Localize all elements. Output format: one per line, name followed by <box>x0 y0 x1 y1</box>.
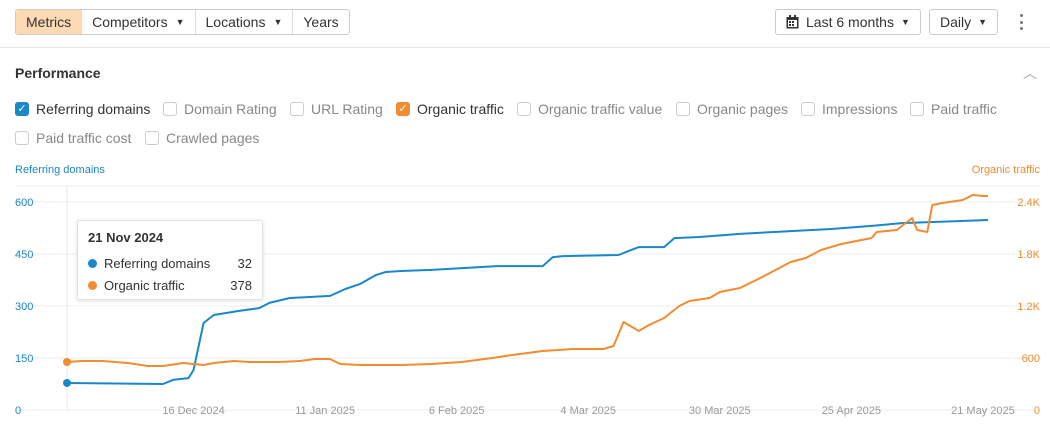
metric-checkbox-impressions[interactable]: Impressions <box>801 101 897 117</box>
series-line-referring-domains <box>66 219 989 385</box>
x-axis-tick: 30 Mar 2025 <box>689 405 751 417</box>
caret-down-icon: ▼ <box>273 17 283 27</box>
checkbox-icon[interactable] <box>910 102 924 116</box>
granularity-dropdown[interactable]: Daily ▼ <box>929 9 999 35</box>
x-axis-tick: 4 Mar 2025 <box>560 405 616 417</box>
tooltip-label: Referring domains <box>104 255 211 271</box>
hover-point <box>63 378 71 387</box>
divider <box>0 47 1050 48</box>
x-axis-tick: 11 Jan 2025 <box>295 405 355 417</box>
tab-competitors[interactable]: Competitors ▼ <box>82 10 196 34</box>
left-axis-tick: 300 <box>15 301 33 313</box>
tooltip-date: 21 Nov 2024 <box>88 230 164 245</box>
checkbox-icon[interactable] <box>801 102 815 116</box>
metric-label: Domain Rating <box>184 101 277 117</box>
tab-metrics[interactable]: Metrics <box>16 10 83 34</box>
metric-checkbox-referring-domains[interactable]: ✓ Referring domains <box>15 101 150 117</box>
metric-label: Paid traffic <box>931 101 997 117</box>
left-axis-tick: 150 <box>15 353 33 365</box>
left-axis-title: Referring domains <box>15 164 105 176</box>
series-dot-icon <box>88 258 97 268</box>
checkbox-icon[interactable] <box>15 131 29 145</box>
metric-label: Organic traffic value <box>538 101 663 117</box>
caret-down-icon: ▼ <box>978 17 988 27</box>
tooltip-row-referring-domains: Referring domains 32 <box>88 252 252 274</box>
section-title: Performance <box>15 65 101 81</box>
x-axis-tick: 16 Dec 2024 <box>162 405 224 417</box>
metric-checkbox-organic-pages[interactable]: Organic pages <box>676 101 788 117</box>
chart-tooltip: 21 Nov 2024 Referring domains 32 Organic … <box>77 220 263 300</box>
tab-locations[interactable]: Locations ▼ <box>196 10 294 34</box>
more-options-icon[interactable] <box>1019 14 1023 30</box>
right-axis-title: Organic traffic <box>971 164 1040 176</box>
checkbox-icon[interactable] <box>676 102 690 116</box>
checkbox-checked-icon[interactable]: ✓ <box>15 102 29 116</box>
caret-down-icon: ▼ <box>900 17 910 27</box>
chevron-up-icon[interactable]: ︿ <box>1023 65 1037 81</box>
metric-checkbox-url-rating[interactable]: URL Rating <box>290 101 383 117</box>
x-axis-tick: 6 Feb 2025 <box>429 405 485 417</box>
metric-label: Organic traffic <box>417 101 504 117</box>
metric-label: Paid traffic cost <box>36 130 132 146</box>
tab-label: Years <box>303 14 339 30</box>
view-toolbar: Metrics Competitors ▼ Locations ▼ Years <box>15 9 350 35</box>
granularity-label: Daily <box>940 14 972 30</box>
caret-down-icon: ▼ <box>175 17 185 27</box>
metric-checkbox-paid-traffic-cost[interactable]: Paid traffic cost <box>15 130 131 146</box>
series-dot-icon <box>88 280 97 290</box>
series-line-organic-traffic <box>66 194 988 367</box>
date-range-dropdown[interactable]: Last 6 months ▼ <box>775 9 921 35</box>
metric-checkbox-organic-traffic-value[interactable]: Organic traffic value <box>517 101 662 117</box>
right-axis-tick: 1.2K <box>1017 301 1040 313</box>
checkbox-icon[interactable] <box>163 102 177 116</box>
calendar-icon <box>786 15 799 29</box>
tab-label: Locations <box>205 14 266 30</box>
tab-label: Metrics <box>26 14 72 30</box>
x-axis-tick: 21 May 2025 <box>951 405 1015 417</box>
metric-label: Crawled pages <box>166 130 260 146</box>
metric-label: URL Rating <box>311 101 383 117</box>
right-axis-tick: 2.4K <box>1017 197 1040 209</box>
right-axis-tick: 1.8K <box>1017 249 1040 261</box>
checkbox-checked-icon[interactable]: ✓ <box>396 102 410 116</box>
right-axis-tick: 600 <box>1022 353 1040 365</box>
metric-label: Organic pages <box>697 101 789 117</box>
metric-label: Impressions <box>822 101 898 117</box>
left-axis-tick: 0 <box>15 405 21 417</box>
hover-point <box>63 357 71 366</box>
tooltip-label: Organic traffic <box>104 277 185 293</box>
metric-checkbox-domain-rating[interactable]: Domain Rating <box>163 101 277 117</box>
checkbox-icon[interactable] <box>145 131 159 145</box>
tab-label: Competitors <box>92 14 168 30</box>
metric-checkbox-crawled-pages[interactable]: Crawled pages <box>145 130 259 146</box>
tooltip-value: 32 <box>237 255 252 271</box>
checkbox-icon[interactable] <box>290 102 304 116</box>
tooltip-value: 378 <box>230 277 252 293</box>
left-axis-tick: 600 <box>15 197 33 209</box>
date-range-label: Last 6 months <box>806 14 894 30</box>
right-axis-tick: 0 <box>1034 405 1040 417</box>
left-axis-tick: 450 <box>15 249 33 261</box>
metric-checkbox-organic-traffic[interactable]: ✓ Organic traffic <box>396 101 504 117</box>
x-axis-tick: 25 Apr 2025 <box>822 405 881 417</box>
metric-label: Referring domains <box>36 101 151 117</box>
checkbox-icon[interactable] <box>517 102 531 116</box>
tooltip-row-organic-traffic: Organic traffic 378 <box>88 274 252 296</box>
tab-years[interactable]: Years <box>293 10 348 34</box>
metric-checkbox-paid-traffic[interactable]: Paid traffic <box>910 101 997 117</box>
